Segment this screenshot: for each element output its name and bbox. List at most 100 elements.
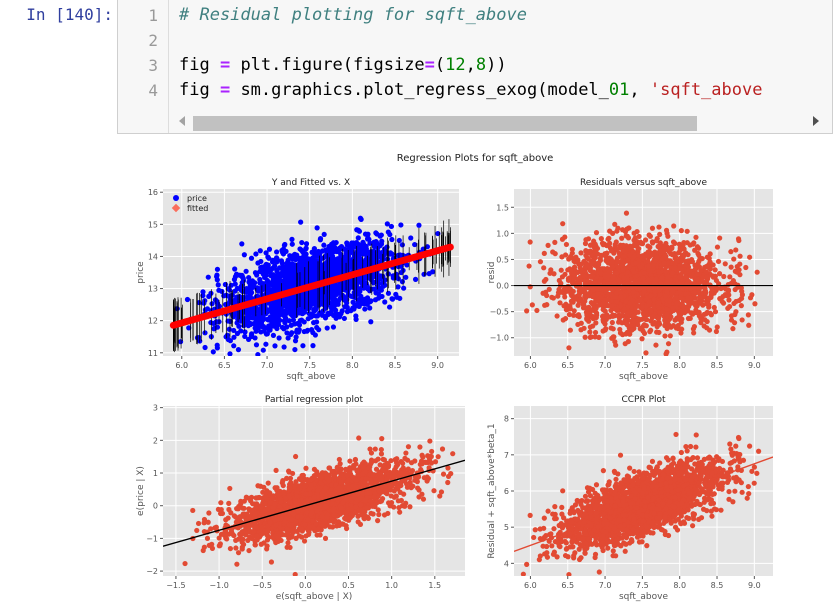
data-point (620, 242, 626, 248)
data-point (642, 237, 649, 243)
data-point (570, 256, 576, 262)
data-point (608, 248, 615, 254)
data-point (362, 274, 368, 280)
data-point (234, 330, 241, 337)
data-point (568, 291, 574, 297)
data-point (231, 327, 237, 334)
data-point (315, 248, 322, 255)
y-axis-label: price (136, 261, 146, 284)
data-point (344, 281, 350, 287)
data-point (325, 248, 332, 254)
data-point (244, 315, 250, 321)
data-point (222, 281, 228, 288)
x-tick-label: 0.5 (342, 581, 355, 590)
data-point (610, 274, 616, 280)
data-point (302, 270, 308, 277)
data-point (279, 260, 285, 266)
data-point (656, 269, 662, 275)
line-number: 4 (148, 81, 158, 100)
x-tick-label: 1.0 (385, 581, 398, 590)
data-point (622, 341, 628, 347)
data-point (201, 300, 207, 306)
data-point (569, 250, 575, 256)
data-point (601, 266, 607, 272)
data-point (678, 308, 684, 314)
data-point (662, 333, 668, 339)
data-point (587, 290, 593, 296)
data-point (683, 274, 689, 280)
data-point (300, 343, 306, 349)
data-point (625, 235, 632, 241)
data-point (334, 283, 340, 289)
data-point (754, 269, 760, 275)
data-point (270, 332, 277, 338)
data-point (546, 286, 552, 292)
data-point (304, 304, 311, 311)
horizontal-scrollbar[interactable] (169, 112, 832, 133)
data-point (690, 285, 697, 291)
code-line[interactable]: fig = plt.figure(figsize=(12,8)) (179, 55, 507, 75)
data-point (350, 299, 356, 305)
scroll-right-icon[interactable] (813, 116, 819, 126)
data-point (689, 310, 695, 317)
data-point (577, 296, 583, 303)
data-point (673, 277, 679, 283)
data-point (582, 293, 588, 300)
data-point (231, 276, 238, 283)
data-point (627, 245, 633, 251)
data-point (585, 236, 592, 242)
data-point (552, 239, 558, 245)
data-point (602, 321, 608, 327)
code-line[interactable]: fig = sm.graphics.plot_regress_exog(mode… (179, 80, 763, 100)
line-number: 2 (148, 31, 158, 50)
data-point (621, 275, 627, 281)
data-point (215, 303, 221, 309)
data-point (258, 264, 264, 271)
data-point (587, 329, 593, 335)
code-line[interactable]: # Residual plotting for sqft_above (179, 5, 527, 25)
data-point (231, 334, 237, 340)
data-point (566, 277, 572, 283)
scrollbar-thumb[interactable] (193, 116, 697, 131)
data-point (330, 240, 337, 246)
data-point (595, 296, 602, 303)
data-point (209, 301, 215, 307)
data-point (738, 303, 744, 309)
data-point (223, 301, 229, 308)
data-point (387, 231, 393, 238)
data-point (288, 261, 294, 267)
data-point (398, 222, 404, 228)
data-point (395, 284, 401, 290)
data-point (317, 310, 323, 316)
data-point (647, 268, 653, 274)
data-point (634, 303, 640, 309)
code-cell[interactable]: 1 2 3 4 # Residual plotting for sqft_abo… (117, 0, 833, 134)
data-point (341, 315, 347, 322)
data-point (626, 264, 632, 270)
data-point (704, 325, 710, 331)
data-point (313, 313, 319, 319)
data-point (380, 273, 386, 280)
data-point (243, 268, 249, 274)
data-point (736, 237, 742, 244)
data-point (248, 333, 255, 339)
data-point (356, 228, 363, 234)
data-point (600, 307, 606, 313)
data-point (685, 252, 691, 258)
data-point (704, 274, 711, 280)
data-point (537, 259, 544, 265)
data-point (654, 329, 660, 335)
data-point (534, 307, 540, 314)
data-point (658, 280, 664, 286)
data-point (629, 284, 635, 290)
data-point (235, 347, 242, 353)
data-point (421, 271, 427, 277)
data-point (595, 251, 601, 257)
scroll-left-icon[interactable] (179, 116, 185, 126)
y-tick-label: 15 (148, 220, 158, 229)
data-point (263, 286, 269, 292)
data-point (663, 227, 670, 233)
data-point (582, 334, 588, 340)
data-point (583, 248, 589, 254)
data-point (245, 336, 252, 342)
